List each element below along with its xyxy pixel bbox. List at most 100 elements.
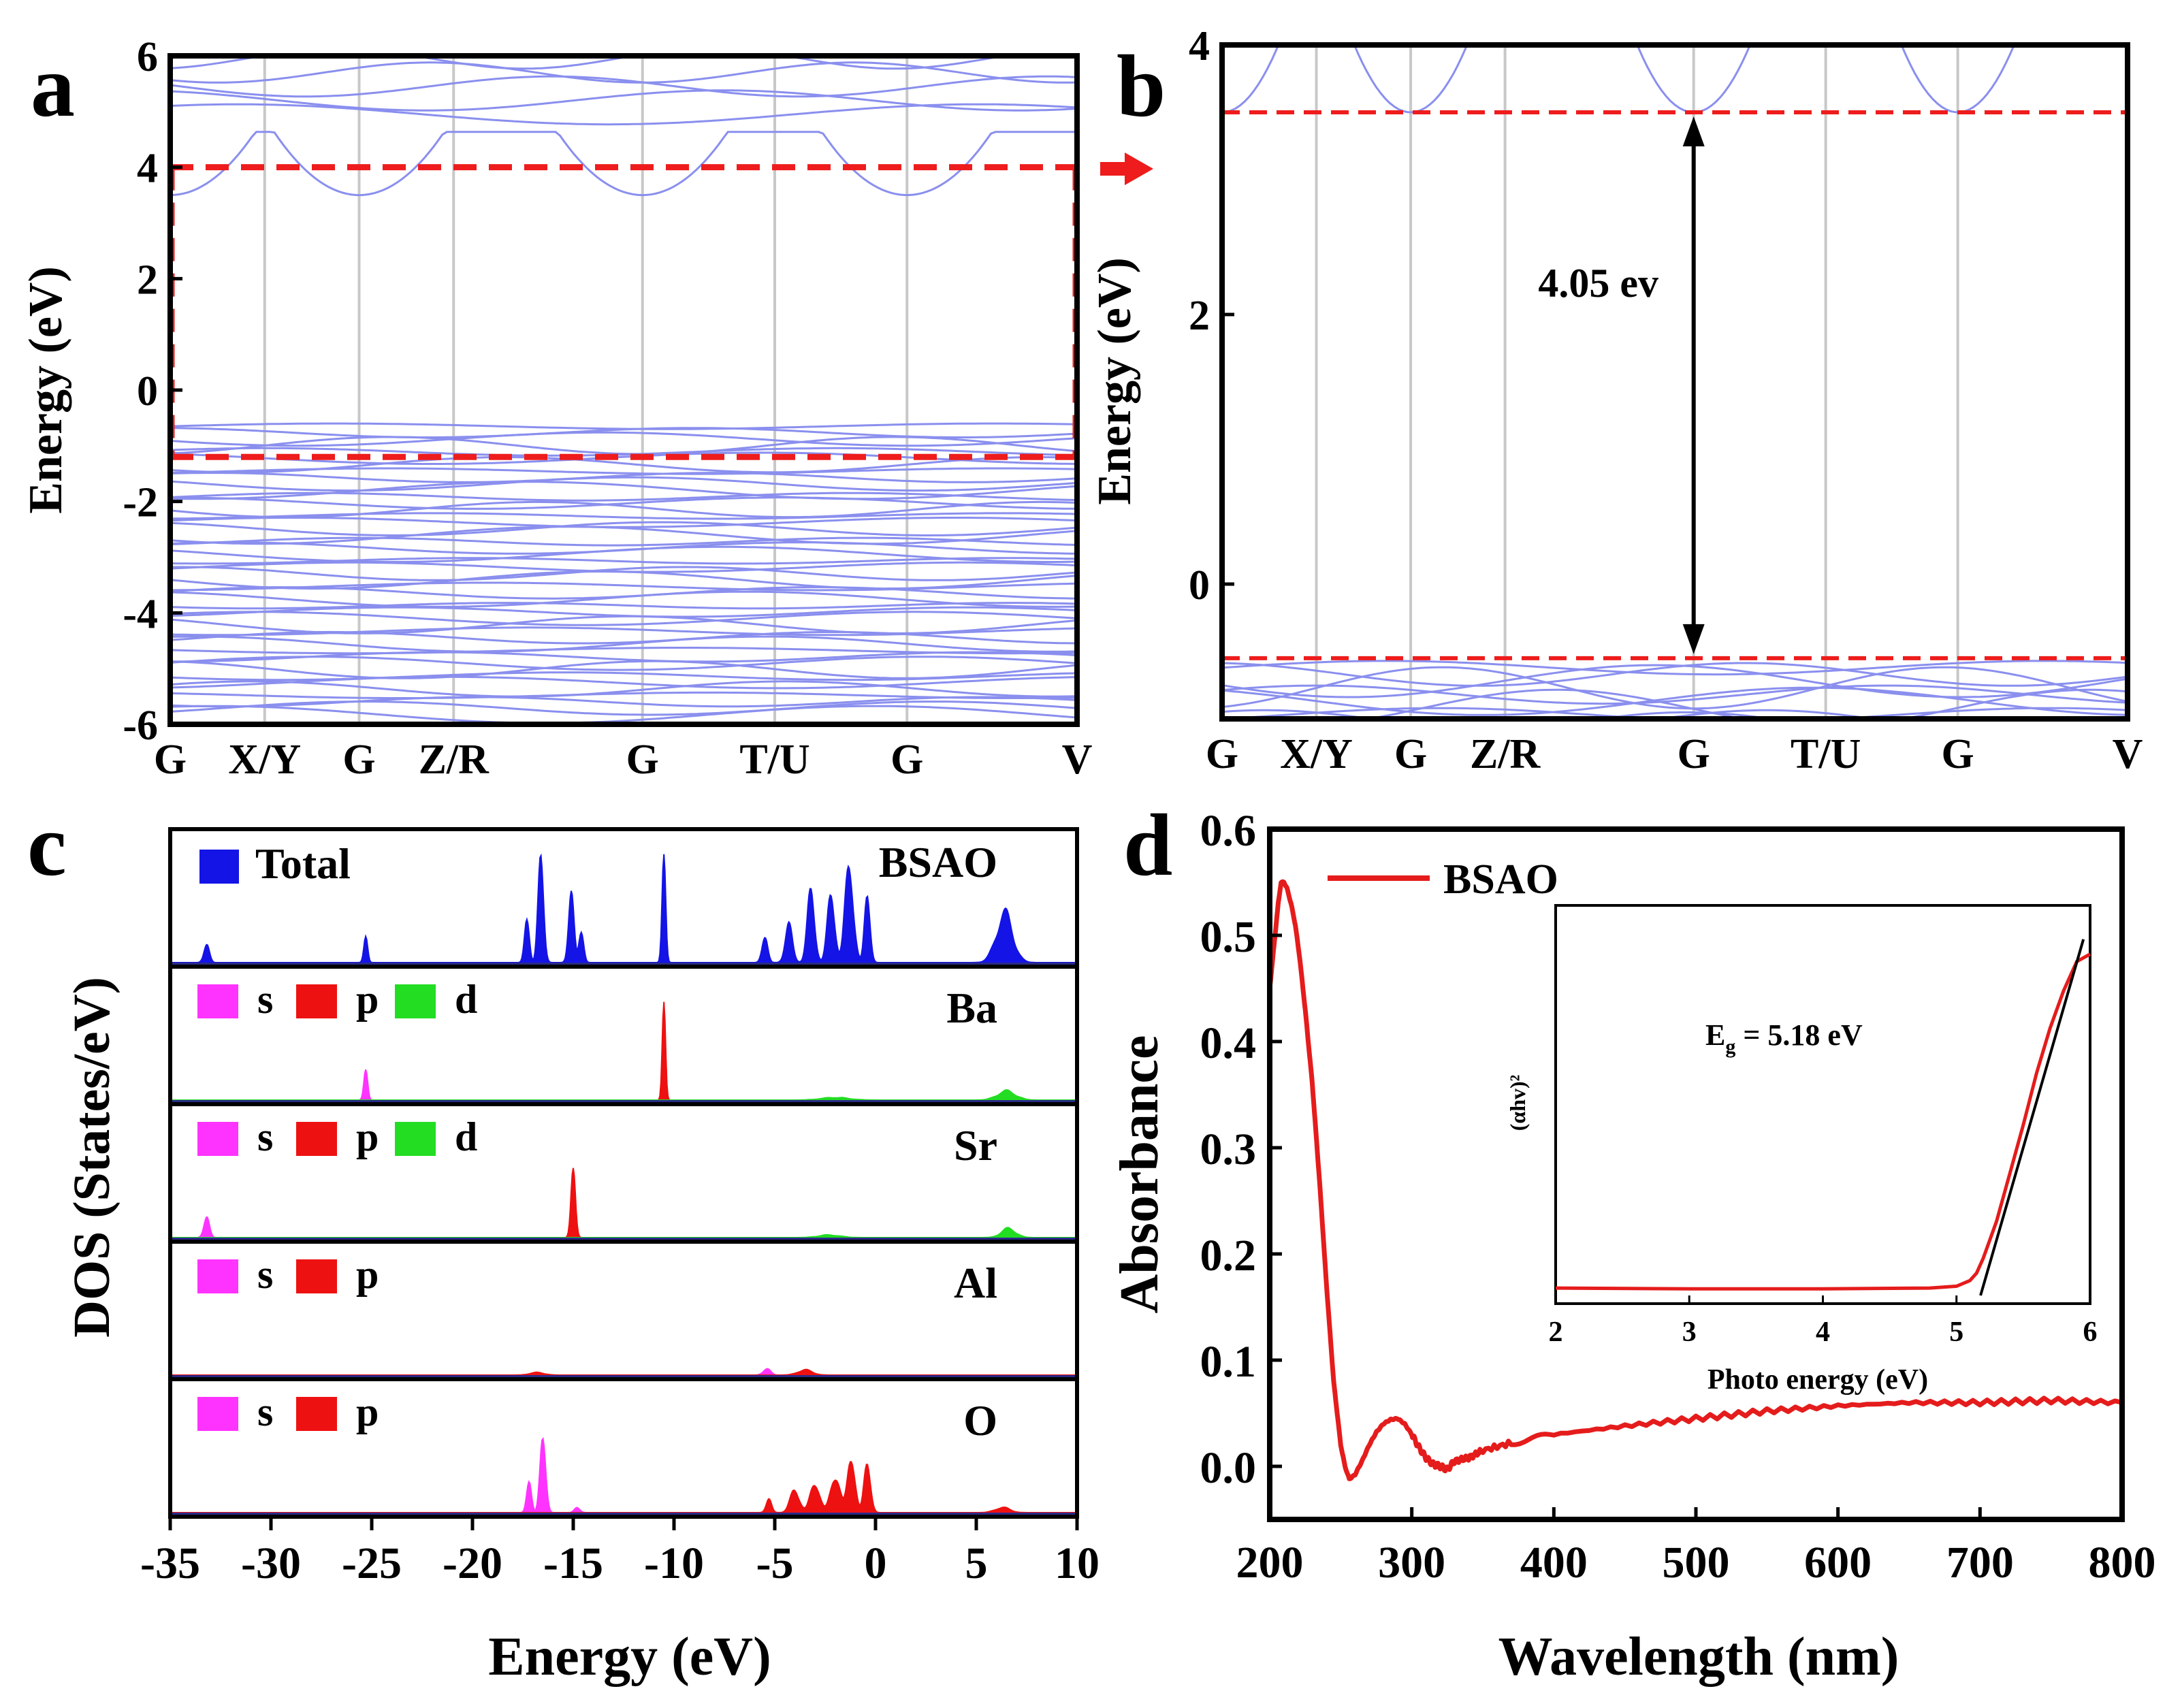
c-x-tick-label-1: -30 bbox=[241, 1538, 301, 1588]
c-x-tick-label-6: -5 bbox=[756, 1538, 794, 1588]
k-label-3: Z/R bbox=[1470, 731, 1541, 777]
c-x-tick-label-5: -10 bbox=[644, 1538, 704, 1588]
d-x-tick-label-1: 300 bbox=[1378, 1538, 1445, 1588]
c-x-tick-label-7: 0 bbox=[865, 1538, 887, 1588]
conduction-band-6 bbox=[170, 56, 1011, 70]
b-gap-annotation: 4.05 ev bbox=[1538, 261, 1658, 306]
d-y-tick-label-3: 0.3 bbox=[1200, 1125, 1257, 1174]
y-tick-label-0: 4 bbox=[1189, 23, 1210, 69]
valence-band-44 bbox=[170, 696, 1077, 708]
valence-band-12 bbox=[170, 492, 1077, 502]
c-legend-swatch-Ba-s bbox=[197, 984, 238, 1018]
inset-x-tick-label-2: 4 bbox=[1816, 1317, 1830, 1348]
k-label-2: G bbox=[342, 737, 375, 783]
inset-frame bbox=[1554, 904, 2091, 1305]
valence-band-5 bbox=[170, 447, 1077, 457]
valence-band-19 bbox=[170, 536, 1077, 547]
panel-label-b: b bbox=[1117, 37, 1166, 135]
b-kpath-lines bbox=[1315, 45, 1959, 719]
c-area-Al-p bbox=[170, 1368, 1077, 1376]
c-legend-swatch-Sr-s bbox=[197, 1122, 238, 1156]
valence-band-42 bbox=[170, 680, 1077, 698]
valence-band-10 bbox=[1593, 711, 1778, 719]
valence-band-28 bbox=[170, 590, 1077, 608]
valence-band-24 bbox=[170, 566, 1077, 581]
valence-band-43 bbox=[170, 691, 1077, 699]
y-tick-label-5: -4 bbox=[123, 591, 158, 637]
valence-band-3 bbox=[170, 431, 1077, 447]
c-element-label-Ba: Ba bbox=[946, 984, 997, 1032]
d-x-tick-label-5: 700 bbox=[1946, 1538, 2014, 1588]
c-area-Al-s bbox=[170, 1368, 1077, 1376]
inset-annotation: Eg = 5.18 eV bbox=[1705, 1018, 1863, 1058]
y-tick-label-0: 6 bbox=[137, 34, 158, 80]
c-frame-O bbox=[168, 1377, 1079, 1519]
valence-band-20 bbox=[170, 541, 1077, 555]
valence-band-29 bbox=[170, 602, 1077, 610]
d-x-tick-label-0: 200 bbox=[1236, 1538, 1304, 1588]
d-x-ticks: 200 300 400 500 600 700 800 bbox=[1236, 1507, 2156, 1588]
b-dashed-lines bbox=[1222, 110, 2128, 660]
d-y-axis-label: Absorbance bbox=[1110, 1035, 1170, 1314]
a-y-axis-label: Energy (eV) bbox=[20, 266, 72, 514]
d-absorbance-curve bbox=[1267, 879, 2123, 1481]
c-legend-label-Ba-p: p bbox=[356, 977, 379, 1022]
y-tick-label-1: 4 bbox=[137, 146, 158, 192]
valence-band-15 bbox=[170, 512, 1077, 520]
y-tick-label-4: -2 bbox=[123, 480, 158, 526]
d-x-tick-label-6: 800 bbox=[2089, 1538, 2156, 1588]
c-element-label-O: O bbox=[963, 1396, 997, 1445]
c-legend-swatch-Al-p bbox=[296, 1259, 337, 1293]
c-element-label-BSAO: BSAO bbox=[879, 838, 997, 886]
y-tick-label-2: 2 bbox=[137, 257, 158, 303]
c-x-tick-label-4: -15 bbox=[543, 1538, 603, 1588]
b-y-ticks: 4 2 0 bbox=[1189, 23, 1234, 609]
inset-annotation-sub: g bbox=[1725, 1035, 1735, 1058]
panel-a-band-structure: a 6 4 2 0 -2 -4 -6 G X/Y G Z/R G T/U G V Energy (eV) bbox=[20, 34, 1153, 783]
d-y-tick-label-6: 0.6 bbox=[1200, 806, 1257, 856]
valence-band-33 bbox=[170, 626, 1077, 637]
panel-label-a: a bbox=[31, 37, 75, 135]
valence-band-2 bbox=[1222, 662, 2128, 687]
c-area-Sr-d bbox=[170, 1227, 1077, 1238]
valence-band-13 bbox=[170, 496, 1077, 510]
c-legend-label-Ba-s: s bbox=[257, 977, 273, 1022]
inset-fit-line bbox=[1979, 939, 2085, 1296]
valence-band-41 bbox=[170, 675, 1077, 690]
inset-y-axis-label: (αhv)² bbox=[1505, 1075, 1530, 1131]
c-x-tick-label-8: 5 bbox=[965, 1538, 988, 1588]
b-y-axis-label: Energy (eV) bbox=[1089, 257, 1141, 505]
valence-band-5 bbox=[1222, 684, 2128, 705]
valence-band-38 bbox=[170, 656, 1077, 671]
valence-band-45 bbox=[170, 700, 1077, 716]
valence-band-22 bbox=[170, 557, 1077, 565]
b-gap-arrow bbox=[1682, 116, 1705, 654]
valence-band-1 bbox=[170, 422, 1077, 430]
c-x-tick-label-9: 10 bbox=[1055, 1538, 1100, 1588]
d-y-tick-label-4: 0.4 bbox=[1200, 1018, 1257, 1068]
valence-band-26 bbox=[170, 581, 1077, 592]
d-legend-label: BSAO bbox=[1443, 856, 1558, 903]
c-subpanels: Total BSAO s p d Ba s p d Sr s p Al s p O bbox=[168, 827, 1079, 1519]
valence-band-17 bbox=[170, 521, 1077, 536]
d-x-tick-label-2: 400 bbox=[1520, 1538, 1588, 1588]
k-label-7: V bbox=[1062, 737, 1093, 783]
inset-annotation-rest: = 5.18 eV bbox=[1735, 1018, 1863, 1052]
conduction-band-1 bbox=[1222, 45, 2016, 114]
valence-band-40 bbox=[170, 671, 1077, 681]
d-y-tick-label-2: 0.2 bbox=[1200, 1231, 1257, 1280]
inset-tauc-curve bbox=[1555, 952, 2091, 1291]
valence-band-3 bbox=[1222, 664, 2128, 698]
c-area-Ba-d bbox=[170, 1089, 1077, 1101]
c-legend-label-Sr-s: s bbox=[257, 1114, 273, 1159]
c-legend-swatch-total bbox=[199, 850, 239, 884]
d-y-tick-label-0: 0.0 bbox=[1200, 1443, 1257, 1493]
c-x-ticks: -35 -30 -25 -20 -15 -10 -5 0 5 10 bbox=[140, 1517, 1100, 1588]
c-legend-swatch-Ba-d bbox=[395, 984, 436, 1018]
conduction-band-1 bbox=[170, 131, 1077, 197]
c-legend-swatch-Sr-d bbox=[395, 1122, 436, 1156]
inset-annotation-e: E bbox=[1705, 1018, 1725, 1052]
a-y-ticks: 6 4 2 0 -2 -4 -6 bbox=[123, 34, 182, 749]
